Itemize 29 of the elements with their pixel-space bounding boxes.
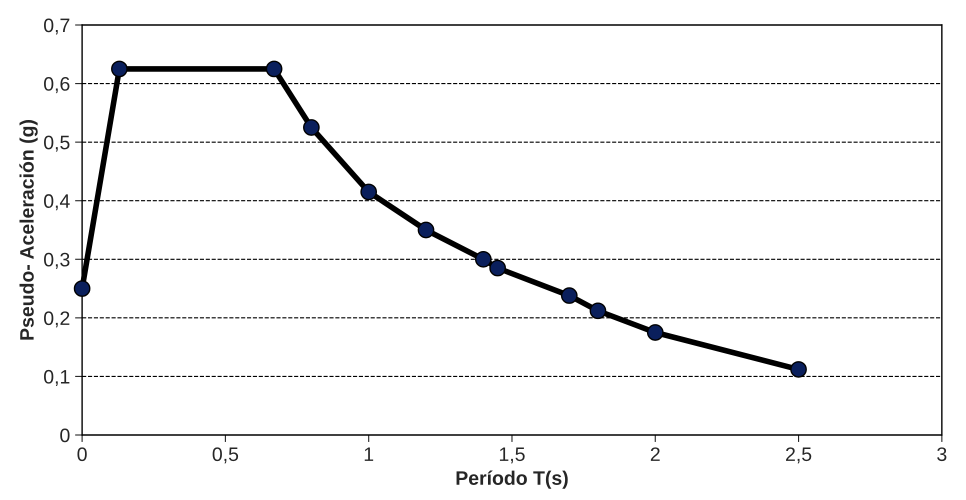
point (266, 60, 282, 78)
point (111, 60, 128, 78)
x-axis-title: Período T(s) (456, 470, 568, 489)
y-tick-label: 0,7 (44, 18, 70, 35)
point (646, 324, 664, 341)
y-tick-label: 0,4 (44, 194, 70, 210)
point (560, 287, 578, 304)
point (418, 222, 434, 238)
x-tick-label: 1 (364, 448, 374, 461)
y-tick-label: 0,2 (44, 311, 70, 328)
y-tick-label: 0,5 (44, 136, 70, 152)
point (489, 260, 506, 276)
y-axis-title: Pseudo- Aceleración (g) (19, 120, 38, 340)
point (474, 250, 492, 268)
x-tick-label: 1,5 (500, 448, 525, 464)
y-tick-label: 0,3 (44, 252, 70, 269)
point (303, 119, 320, 136)
y-tick-label: 0,6 (44, 77, 70, 94)
point (790, 361, 807, 378)
x-tick-label: 2 (650, 447, 660, 461)
point (360, 184, 378, 200)
x-tick-label: 0 (77, 447, 87, 462)
point (590, 302, 606, 320)
x-tick-label: 0,5 (212, 447, 238, 464)
y-tick-label: 0 (60, 428, 70, 442)
x-tick-label: 3 (937, 447, 946, 462)
point (74, 280, 90, 297)
y-tick-label: 0,1 (44, 370, 70, 386)
x-tick-label: 2,5 (786, 447, 812, 464)
